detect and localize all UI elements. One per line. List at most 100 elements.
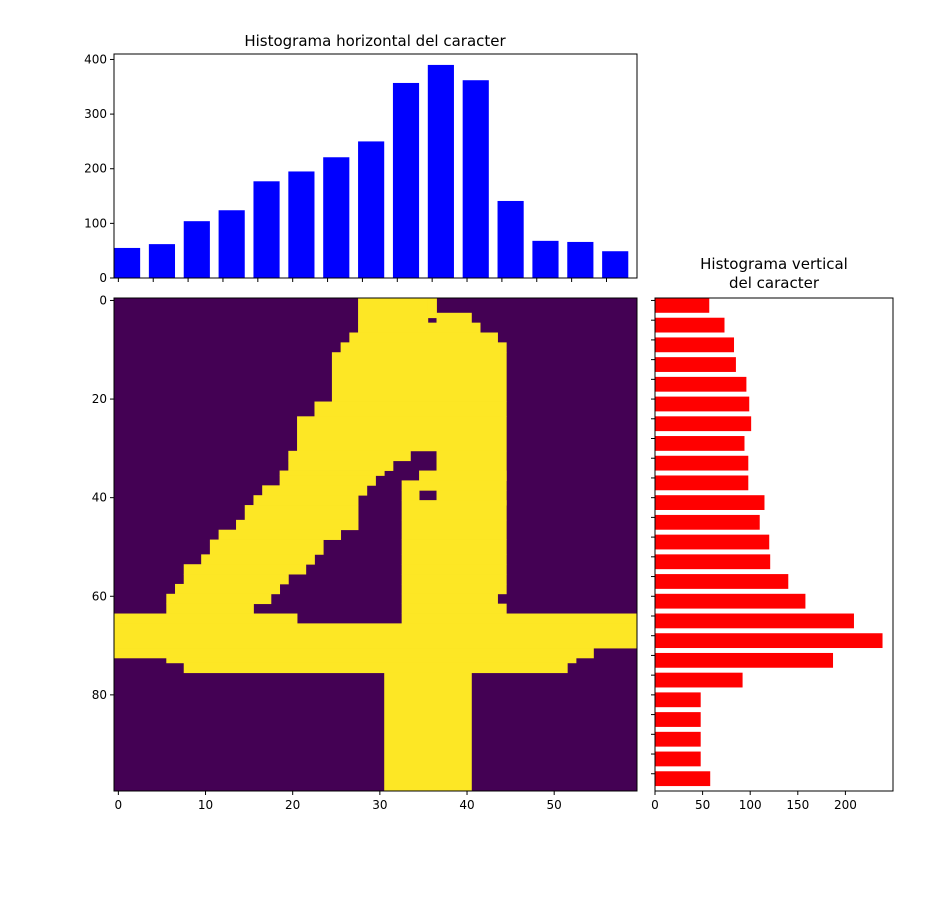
horizontal-bar xyxy=(462,80,489,278)
horizontal-histogram-title: Histograma horizontal del caracter xyxy=(244,32,506,50)
image-x-tick-label: 20 xyxy=(285,798,300,812)
horizontal-bar xyxy=(602,251,629,278)
horizontal-bar xyxy=(183,221,210,278)
horizontal-bar xyxy=(358,141,385,278)
horizontal-y-tick-label: 300 xyxy=(84,107,107,121)
vertical-histogram-title-line-2: del caracter xyxy=(729,274,820,292)
image-foreground-region xyxy=(401,593,498,605)
vertical-bar xyxy=(655,712,701,727)
vertical-bar xyxy=(655,337,735,353)
vertical-bar xyxy=(655,436,745,451)
image-foreground-region xyxy=(114,613,298,624)
image-x-tick-label: 10 xyxy=(198,798,213,812)
image-x-tick-label: 50 xyxy=(547,798,562,812)
image-y-tick-label: 40 xyxy=(92,491,107,505)
image-foreground-region xyxy=(114,648,594,659)
image-foreground-region xyxy=(401,480,507,491)
image-x-tick-label: 30 xyxy=(372,798,387,812)
image-foreground-region xyxy=(384,672,472,792)
vertical-bar xyxy=(655,751,701,767)
vertical-histogram-frame xyxy=(654,297,894,792)
vertical-x-tick-label: 0 xyxy=(651,798,659,812)
horizontal-bar xyxy=(427,64,454,279)
horizontal-bar xyxy=(148,244,176,278)
horizontal-y-tick-label: 400 xyxy=(84,52,107,66)
image-y-tick-label: 80 xyxy=(92,688,107,702)
vertical-x-tick-label: 150 xyxy=(786,798,809,812)
image-foreground-region xyxy=(401,539,507,555)
vertical-histogram: Histograma vertical del caracter 0 50 100 1… xyxy=(651,255,894,812)
image-foreground-region xyxy=(166,593,272,605)
image-foreground-region xyxy=(349,332,498,343)
image-foreground-region xyxy=(175,583,281,595)
horizontal-bar xyxy=(288,171,315,278)
horizontal-bar xyxy=(497,200,524,278)
image-y-tick-label: 60 xyxy=(92,589,107,603)
image-foreground-region xyxy=(244,505,359,521)
image-foreground-region xyxy=(331,352,507,402)
image-foreground-region xyxy=(419,470,507,481)
image-foreground-region xyxy=(201,554,315,565)
image-foreground-region xyxy=(114,623,638,649)
image-foreground-region xyxy=(253,495,359,506)
vertical-bar xyxy=(655,554,771,570)
image-foreground-region xyxy=(183,564,307,575)
horizontal-bar xyxy=(532,240,559,278)
vertical-bar xyxy=(655,534,770,550)
vertical-bar xyxy=(655,652,834,668)
image-foreground-region xyxy=(314,401,507,417)
vertical-x-tick-label: 200 xyxy=(834,798,857,812)
vertical-bar xyxy=(655,357,736,372)
image-foreground-region xyxy=(401,519,507,540)
image-foreground-region xyxy=(279,475,376,486)
image-foreground-region xyxy=(401,490,420,501)
vertical-histogram-title-line-1: Histograma vertical xyxy=(700,255,848,273)
image-foreground-region xyxy=(340,342,507,353)
image-foreground-region xyxy=(297,416,507,452)
vertical-bar xyxy=(655,692,701,708)
vertical-bar xyxy=(655,613,854,629)
vertical-x-tick-label: 50 xyxy=(695,798,710,812)
image-foreground-region xyxy=(401,583,507,595)
vertical-bar xyxy=(655,376,747,392)
image-foreground-region xyxy=(288,460,394,471)
horizontal-bar xyxy=(114,247,141,278)
vertical-bar xyxy=(655,396,750,412)
horizontal-y-tick-label: 0 xyxy=(99,271,107,285)
image-foreground-region xyxy=(401,554,507,565)
image-foreground-region xyxy=(427,298,437,319)
vertical-x-tick-label: 100 xyxy=(739,798,762,812)
image-foreground-region xyxy=(436,312,472,324)
vertical-bar xyxy=(655,317,725,333)
vertical-bar xyxy=(655,593,806,609)
character-image: 0 10 20 30 40 50 0 20 40 60 80 xyxy=(92,293,638,812)
vertical-bar xyxy=(655,455,749,471)
image-x-tick-label: 0 xyxy=(115,798,123,812)
image-foreground-region xyxy=(209,539,324,555)
vertical-bar xyxy=(655,672,743,688)
image-foreground-region xyxy=(218,529,342,540)
vertical-bar xyxy=(655,298,710,313)
image-foreground-region xyxy=(401,564,507,575)
vertical-bar xyxy=(655,416,752,432)
image-y-tick-label: 20 xyxy=(92,392,107,406)
image-foreground-region xyxy=(183,662,568,674)
image-frame xyxy=(113,297,638,792)
vertical-bar xyxy=(655,633,883,649)
vertical-bar xyxy=(655,771,711,787)
horizontal-y-tick-label: 200 xyxy=(84,162,107,176)
vertical-bar xyxy=(655,495,765,510)
image-foreground-region xyxy=(166,657,577,664)
image-foreground-region xyxy=(358,322,481,333)
horizontal-bar xyxy=(218,210,245,278)
image-foreground-region xyxy=(236,519,359,531)
vertical-bar xyxy=(655,731,701,747)
horizontal-histogram: Histograma horizontal del caracter 0 100 2… xyxy=(84,32,638,285)
image-foreground-region xyxy=(401,574,507,585)
image-foreground-region xyxy=(401,500,507,521)
vertical-bar xyxy=(655,475,749,491)
image-foreground-region xyxy=(401,603,507,614)
image-foreground-region xyxy=(401,613,638,624)
horizontal-bar xyxy=(392,82,420,278)
